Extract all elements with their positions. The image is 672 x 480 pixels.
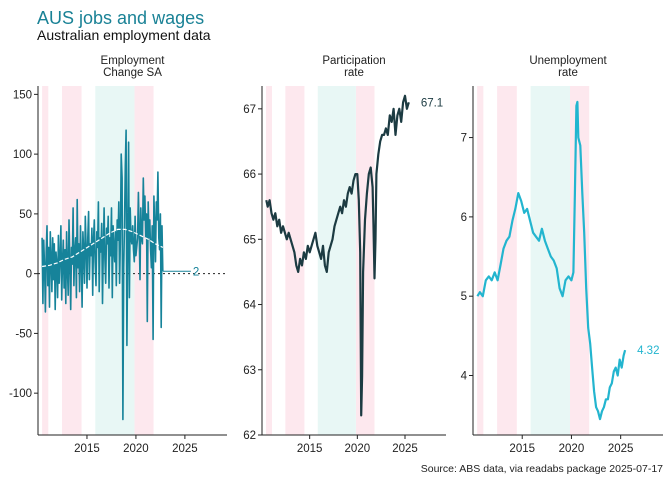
panel-title-line: Participation <box>322 55 385 67</box>
source-caption: Source: ABS data, via readabs package 20… <box>421 463 663 475</box>
series-line <box>265 94 410 417</box>
y-tick-label: 7 <box>461 133 467 145</box>
trend-line <box>42 228 164 268</box>
panel-title-line: Employment <box>101 55 166 67</box>
y-tick-label: -50 <box>15 328 32 340</box>
end-value-label: 67.1 <box>421 97 443 109</box>
x-tick-label: 2025 <box>608 443 634 455</box>
series-line <box>476 100 627 421</box>
end-value-label: 4.32 <box>637 345 659 357</box>
x-tick-label: 2020 <box>123 443 149 455</box>
y-tick-label: 4 <box>461 371 468 383</box>
chart-title: AUS jobs and wages <box>37 8 204 28</box>
panel-title-line: rate <box>344 67 364 79</box>
recession-band <box>134 86 154 435</box>
y-tick-label: 150 <box>13 89 32 101</box>
panel-title-line: Unemployment <box>529 55 607 67</box>
x-tick-label: 2025 <box>392 443 418 455</box>
recession-band <box>497 86 517 435</box>
y-tick-label: 100 <box>13 149 32 161</box>
y-tick-label: 67 <box>243 104 256 116</box>
chart-subtitle: Australian employment data <box>37 27 211 43</box>
y-tick-label: 50 <box>19 209 32 221</box>
series-line <box>41 129 164 421</box>
growth-band <box>530 86 570 435</box>
y-tick-label: 64 <box>243 300 256 312</box>
recession-band <box>42 86 49 435</box>
x-tick-label: 2015 <box>74 443 100 455</box>
y-tick-label: -100 <box>9 388 32 400</box>
x-tick-label: 2020 <box>559 443 585 455</box>
y-tick-label: 5 <box>461 291 467 303</box>
x-tick-label: 2015 <box>297 443 323 455</box>
panel-title-line: Change SA <box>103 67 162 79</box>
recession-band <box>477 86 484 435</box>
y-tick-label: 66 <box>243 169 256 181</box>
x-tick-label: 2015 <box>509 443 535 455</box>
x-tick-label: 2020 <box>345 443 371 455</box>
y-tick-label: 0 <box>26 269 32 281</box>
recession-band <box>266 86 273 435</box>
panel-title-line: rate <box>558 67 578 79</box>
y-tick-label: 65 <box>243 234 256 246</box>
y-tick-label: 6 <box>461 212 467 224</box>
x-tick-label: 2025 <box>172 443 198 455</box>
end-value-label: 2 <box>193 266 199 278</box>
y-tick-label: 62 <box>243 430 256 442</box>
recession-band <box>355 86 375 435</box>
y-tick-label: 63 <box>243 365 256 377</box>
